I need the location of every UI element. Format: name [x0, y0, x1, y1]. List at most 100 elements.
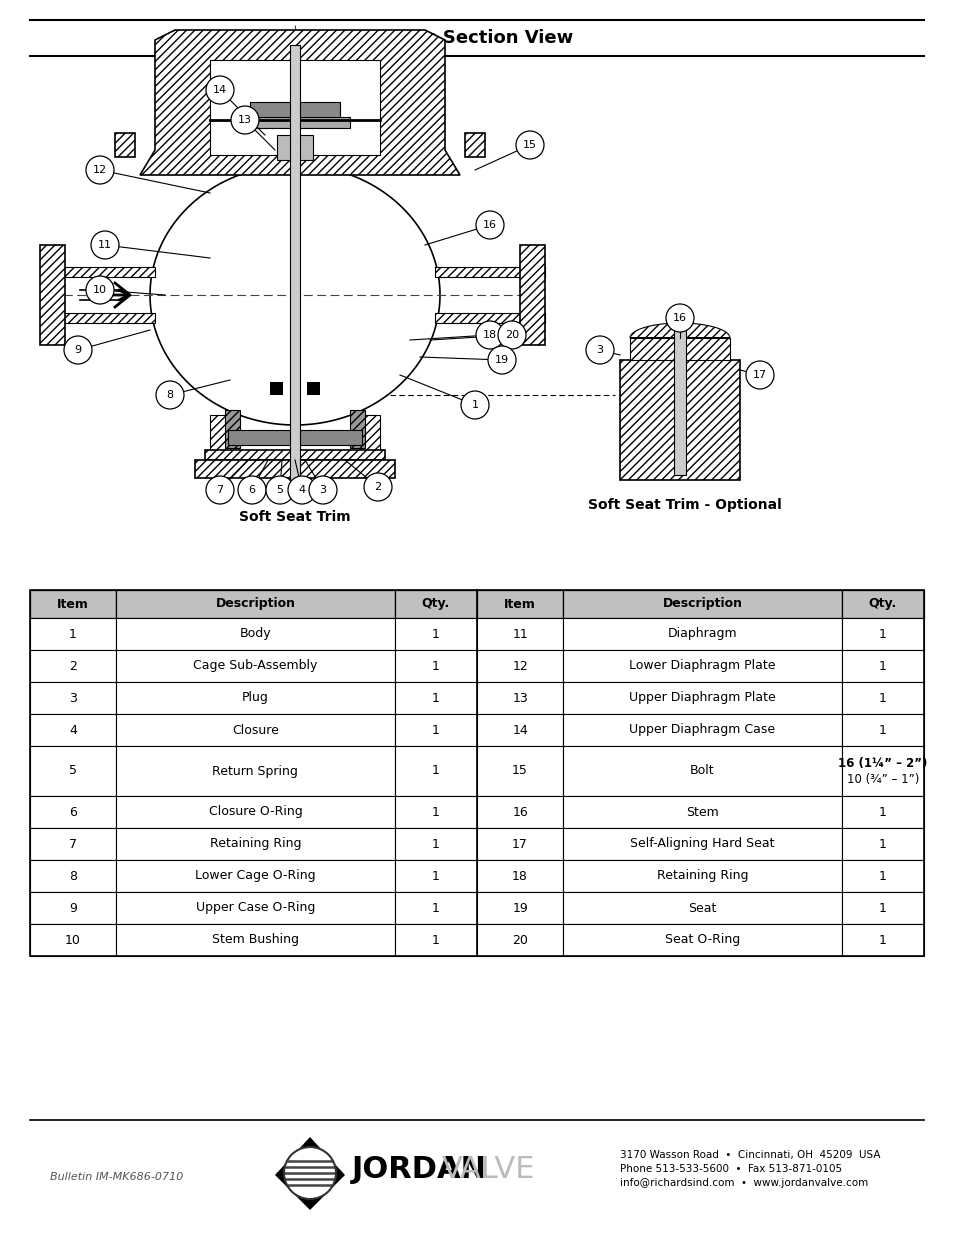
Bar: [116, 892, 395, 924]
Text: 14: 14: [213, 85, 227, 95]
Text: 7: 7: [216, 485, 223, 495]
Bar: [395, 797, 476, 827]
Bar: [395, 618, 476, 650]
Bar: [562, 860, 841, 892]
Circle shape: [488, 346, 516, 374]
Text: VALVE: VALVE: [441, 1156, 535, 1184]
Circle shape: [231, 106, 258, 135]
Text: 1: 1: [878, 805, 886, 819]
Text: 19: 19: [495, 354, 509, 366]
Text: 2: 2: [374, 482, 381, 492]
Text: 1: 1: [878, 869, 886, 883]
Text: Bulletin IM-MK686-0710: Bulletin IM-MK686-0710: [50, 1172, 183, 1182]
Circle shape: [745, 361, 773, 389]
Text: 1: 1: [878, 934, 886, 946]
Bar: [476, 746, 562, 797]
Text: Qty.: Qty.: [421, 598, 450, 610]
Bar: [841, 746, 923, 797]
Polygon shape: [210, 61, 379, 156]
Bar: [30, 746, 116, 797]
Polygon shape: [350, 410, 365, 448]
Text: Self-Aligning Hard Seat: Self-Aligning Hard Seat: [630, 837, 774, 851]
Text: 19: 19: [512, 902, 527, 914]
Bar: [562, 827, 841, 860]
Polygon shape: [270, 382, 283, 395]
Circle shape: [585, 336, 614, 364]
Text: Description: Description: [661, 598, 741, 610]
Text: Cage Sub-Assembly: Cage Sub-Assembly: [193, 659, 317, 673]
Circle shape: [476, 211, 503, 240]
Polygon shape: [464, 133, 484, 157]
Bar: [562, 714, 841, 746]
Bar: [476, 650, 562, 682]
Bar: [30, 618, 116, 650]
Circle shape: [309, 475, 336, 504]
Circle shape: [364, 473, 392, 501]
Polygon shape: [619, 359, 740, 480]
Text: Lower Diaphragm Plate: Lower Diaphragm Plate: [628, 659, 775, 673]
Polygon shape: [240, 117, 350, 128]
Text: 1: 1: [878, 627, 886, 641]
Polygon shape: [359, 415, 379, 450]
Text: Closure O-Ring: Closure O-Ring: [209, 805, 302, 819]
Text: 14: 14: [512, 724, 527, 736]
Bar: [395, 860, 476, 892]
Polygon shape: [205, 450, 385, 459]
Text: Cross Section View: Cross Section View: [380, 28, 573, 47]
Bar: [476, 827, 562, 860]
Circle shape: [206, 77, 233, 104]
Bar: [476, 797, 562, 827]
Polygon shape: [519, 245, 544, 345]
Text: Body: Body: [239, 627, 271, 641]
Bar: [116, 650, 395, 682]
Text: 1: 1: [432, 724, 439, 736]
Bar: [841, 590, 923, 618]
Bar: [476, 892, 562, 924]
Text: 3170 Wasson Road  •  Cincinnati, OH  45209  USA: 3170 Wasson Road • Cincinnati, OH 45209 …: [619, 1150, 880, 1160]
Bar: [30, 682, 116, 714]
Text: JORDAN: JORDAN: [352, 1156, 486, 1184]
Polygon shape: [276, 135, 313, 161]
Text: 4: 4: [69, 724, 77, 736]
Text: Qty.: Qty.: [868, 598, 896, 610]
Text: 12: 12: [512, 659, 527, 673]
Bar: [30, 860, 116, 892]
Bar: [30, 797, 116, 827]
Bar: [116, 827, 395, 860]
Circle shape: [266, 475, 294, 504]
Polygon shape: [40, 267, 154, 277]
Bar: [116, 618, 395, 650]
Bar: [562, 618, 841, 650]
Bar: [476, 924, 562, 956]
Circle shape: [64, 336, 91, 364]
Circle shape: [156, 382, 184, 409]
Polygon shape: [40, 245, 65, 345]
Text: 15: 15: [522, 140, 537, 149]
Polygon shape: [40, 312, 154, 324]
Circle shape: [86, 275, 113, 304]
Text: Bolt: Bolt: [689, 764, 714, 778]
Text: 16 (1¼” – 2”): 16 (1¼” – 2”): [838, 757, 926, 769]
Polygon shape: [290, 44, 299, 480]
Text: 1: 1: [432, 902, 439, 914]
Bar: [476, 618, 562, 650]
Text: Diaphragm: Diaphragm: [667, 627, 737, 641]
Bar: [116, 714, 395, 746]
Bar: [395, 714, 476, 746]
Bar: [395, 827, 476, 860]
Bar: [116, 682, 395, 714]
Circle shape: [516, 131, 543, 159]
Text: 16: 16: [512, 805, 527, 819]
Bar: [841, 797, 923, 827]
Polygon shape: [210, 415, 230, 450]
Circle shape: [665, 304, 693, 332]
Circle shape: [284, 1147, 335, 1199]
Bar: [395, 892, 476, 924]
Text: 1: 1: [432, 869, 439, 883]
Text: 1: 1: [878, 837, 886, 851]
Text: 10 (¾” – 1”): 10 (¾” – 1”): [845, 773, 918, 785]
Text: info@richardsind.com  •  www.jordanvalve.com: info@richardsind.com • www.jordanvalve.c…: [619, 1178, 867, 1188]
Polygon shape: [629, 324, 729, 338]
Bar: [395, 924, 476, 956]
Text: 3: 3: [69, 692, 77, 704]
